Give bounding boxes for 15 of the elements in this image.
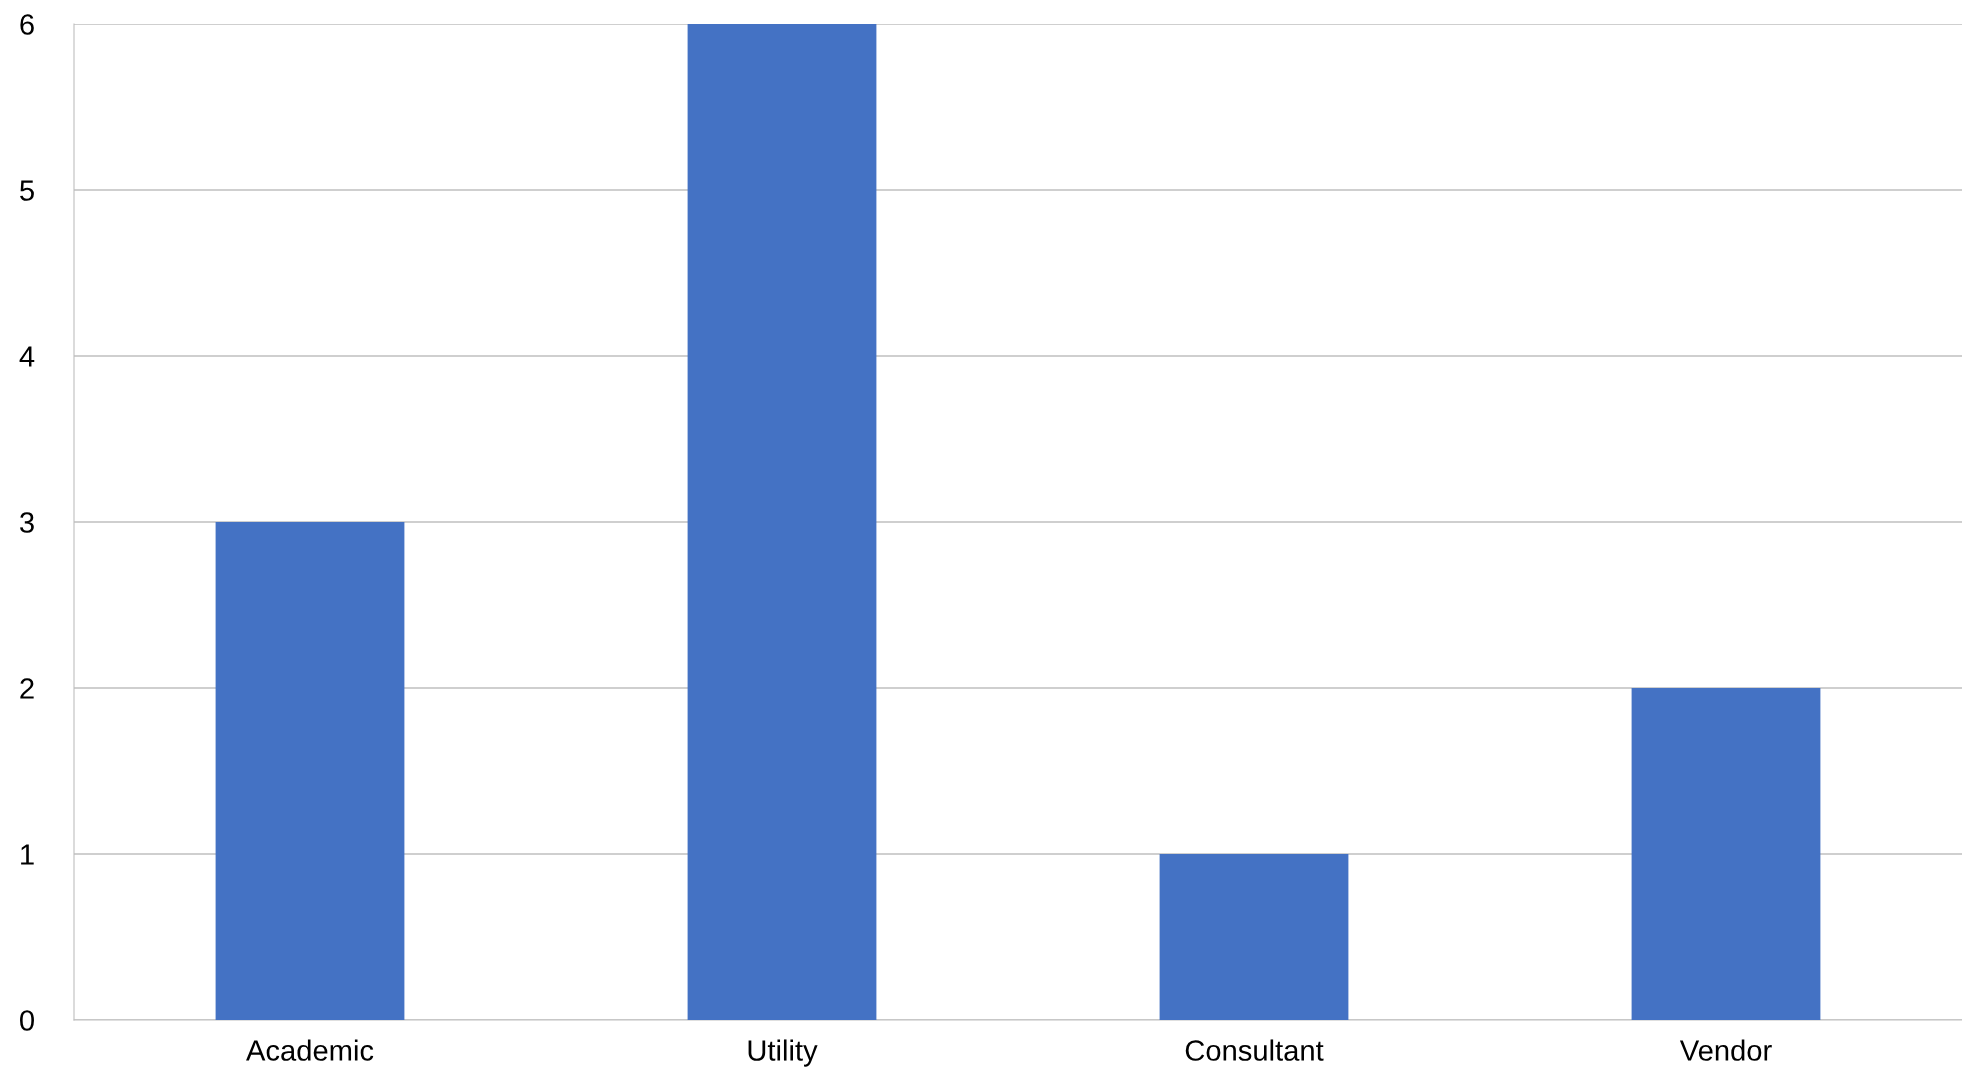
x-tick-label: Vendor bbox=[1679, 1039, 1772, 1061]
y-tick-label: 2 bbox=[20, 678, 34, 699]
y-tick-label: 6 bbox=[20, 14, 34, 35]
bar bbox=[1159, 854, 1349, 1020]
y-tick-label: 3 bbox=[20, 512, 34, 533]
y-tick-label: 5 bbox=[20, 180, 34, 201]
y-tick-label: 4 bbox=[19, 346, 35, 367]
bar bbox=[215, 522, 405, 1020]
y-tick-label: 1 bbox=[21, 844, 34, 865]
x-tick-label: Consultant bbox=[1185, 1039, 1324, 1061]
y-tick-label: 0 bbox=[20, 1010, 34, 1031]
x-tick-label: Academic bbox=[246, 1039, 374, 1061]
bar bbox=[1631, 688, 1821, 1020]
x-tick-label: Utility bbox=[748, 1039, 818, 1067]
bar bbox=[687, 24, 877, 1020]
